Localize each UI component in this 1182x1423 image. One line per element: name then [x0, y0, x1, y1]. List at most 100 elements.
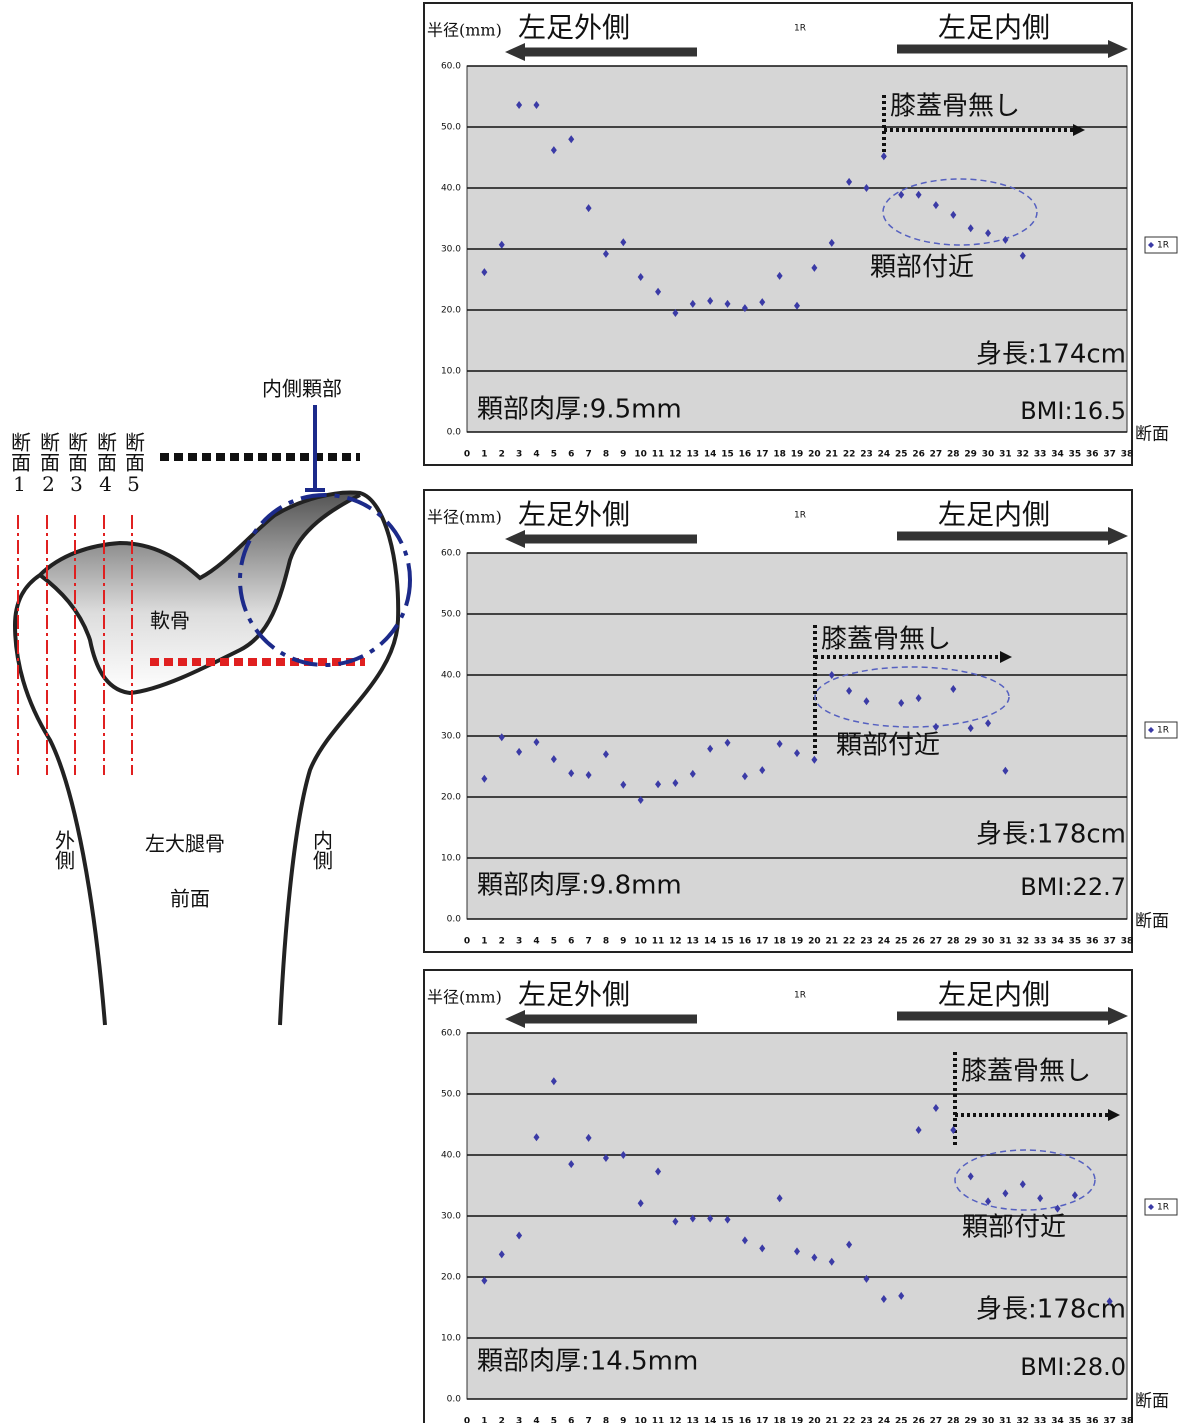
- x-tick-label: 33: [1034, 450, 1047, 460]
- x-tick-label: 18: [773, 1417, 786, 1423]
- patella-label: 膝蓋骨無し: [821, 625, 951, 655]
- x-tick-label: 1: [481, 937, 487, 947]
- chart-title: 1R: [794, 991, 806, 1001]
- x-tick-label: 15: [721, 937, 734, 947]
- x-tick-label: 16: [739, 937, 752, 947]
- x-tick-label: 10: [634, 450, 647, 460]
- x-tick-label: 12: [669, 450, 682, 460]
- patella-label: 膝蓋骨無し: [961, 1057, 1091, 1087]
- chart: 0.010.020.030.040.050.060.00123456789101…: [424, 970, 1177, 1423]
- x-axis-label: 断面: [1135, 425, 1169, 445]
- x-tick-label: 28: [947, 450, 960, 460]
- x-tick-label: 30: [982, 1417, 995, 1423]
- x-tick-label: 35: [1069, 937, 1082, 947]
- y-tick-label: 30.0: [441, 1212, 461, 1222]
- x-tick-label: 36: [1086, 450, 1099, 460]
- thickness-label: 顆部肉厚:9.8mm: [477, 871, 682, 901]
- femur-diagram: 内側顆部 断面1 断面2 断面3 断面4 断面5 軟骨 外側 左大腿骨 内側 前…: [8, 377, 411, 1026]
- condyle-label: 顆部付近: [870, 253, 974, 283]
- x-tick-label: 34: [1051, 450, 1064, 460]
- x-tick-label: 19: [791, 937, 804, 947]
- x-tick-label: 33: [1034, 937, 1047, 947]
- x-tick-label: 21: [825, 450, 838, 460]
- x-tick-label: 28: [947, 1417, 960, 1423]
- bmi-label: BMI:28.0: [1020, 1353, 1126, 1381]
- chart: 0.010.020.030.040.050.060.00123456789101…: [424, 3, 1177, 465]
- x-tick-label: 34: [1051, 937, 1064, 947]
- y-tick-label: 10.0: [441, 854, 461, 864]
- x-tick-label: 10: [634, 937, 647, 947]
- x-tick-label: 17: [756, 937, 769, 947]
- x-tick-label: 33: [1034, 1417, 1047, 1423]
- x-tick-label: 11: [652, 450, 665, 460]
- section-label: 断面1: [8, 432, 32, 496]
- x-tick-label: 18: [773, 450, 786, 460]
- y-tick-label: 30.0: [441, 245, 461, 255]
- x-tick-label: 20: [808, 1417, 821, 1423]
- x-tick-label: 27: [930, 937, 943, 947]
- x-tick-label: 3: [516, 937, 522, 947]
- x-tick-label: 32: [1017, 450, 1030, 460]
- medial-label: 左足内側: [938, 498, 1050, 531]
- medial-label: 左足内側: [938, 978, 1050, 1011]
- x-tick-label: 27: [930, 450, 943, 460]
- legend-label: 1R: [1157, 726, 1169, 736]
- x-tick-label: 31: [999, 450, 1012, 460]
- x-tick-label: 36: [1086, 1417, 1099, 1423]
- x-tick-label: 29: [964, 450, 977, 460]
- x-tick-label: 6: [568, 937, 574, 947]
- chart-title: 1R: [794, 511, 806, 521]
- x-tick-label: 7: [585, 937, 591, 947]
- thickness-label: 顆部肉厚:14.5mm: [477, 1347, 698, 1377]
- x-tick-label: 13: [687, 450, 700, 460]
- figure: 内側顆部 断面1 断面2 断面3 断面4 断面5 軟骨 外側 左大腿骨 内側 前…: [0, 0, 1182, 1423]
- y-tick-label: 30.0: [441, 732, 461, 742]
- x-tick-label: 11: [652, 1417, 665, 1423]
- y-axis-label: 半径(mm): [427, 508, 502, 527]
- y-tick-label: 0.0: [447, 1395, 462, 1405]
- x-tick-label: 28: [947, 937, 960, 947]
- x-tick-label: 13: [687, 937, 700, 947]
- anterior-label: 前面: [170, 887, 210, 911]
- x-tick-label: 0: [464, 937, 470, 947]
- x-tick-label: 8: [603, 1417, 609, 1423]
- x-axis-label: 断面: [1135, 1392, 1169, 1412]
- x-tick-label: 38: [1121, 1417, 1134, 1423]
- x-tick-label: 19: [791, 450, 804, 460]
- legend-label: 1R: [1157, 241, 1169, 251]
- x-tick-label: 34: [1051, 1417, 1064, 1423]
- condyle-label: 顆部付近: [962, 1213, 1066, 1243]
- x-axis-label: 断面: [1135, 912, 1169, 932]
- section-label: 断面3: [65, 432, 89, 496]
- femur-label: 左大腿骨: [145, 832, 225, 856]
- y-axis-label: 半径(mm): [427, 21, 502, 40]
- x-tick-label: 25: [895, 1417, 908, 1423]
- lateral-label: 左足外側: [518, 978, 630, 1011]
- x-tick-label: 9: [620, 937, 626, 947]
- x-tick-label: 37: [1103, 450, 1116, 460]
- section-label: 断面4: [94, 432, 118, 496]
- y-tick-label: 50.0: [441, 1090, 461, 1100]
- x-tick-label: 30: [982, 937, 995, 947]
- x-tick-label: 29: [964, 937, 977, 947]
- x-tick-label: 22: [843, 1417, 856, 1423]
- x-tick-label: 26: [912, 1417, 925, 1423]
- x-tick-label: 14: [704, 1417, 717, 1423]
- height-label: 身長:178cm: [976, 820, 1126, 850]
- x-tick-label: 14: [704, 450, 717, 460]
- y-tick-label: 0.0: [447, 915, 462, 925]
- bmi-label: BMI:22.7: [1020, 873, 1126, 901]
- y-tick-label: 40.0: [441, 671, 461, 681]
- section-label: 断面5: [122, 432, 146, 496]
- x-tick-label: 37: [1103, 1417, 1116, 1423]
- x-tick-label: 4: [533, 937, 539, 947]
- x-tick-label: 20: [808, 450, 821, 460]
- y-tick-label: 40.0: [441, 1151, 461, 1161]
- x-tick-label: 12: [669, 1417, 682, 1423]
- y-tick-label: 20.0: [441, 1273, 461, 1283]
- x-tick-label: 24: [878, 1417, 891, 1423]
- thickness-label: 顆部肉厚:9.5mm: [477, 395, 682, 425]
- x-tick-label: 11: [652, 937, 665, 947]
- x-tick-label: 2: [499, 1417, 505, 1423]
- x-tick-label: 3: [516, 1417, 522, 1423]
